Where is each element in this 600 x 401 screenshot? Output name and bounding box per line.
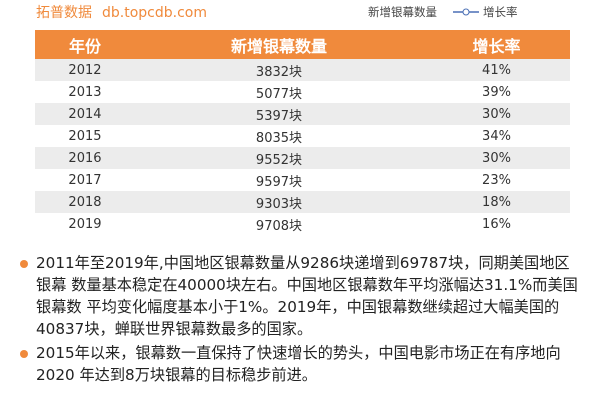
table-cell: 2014 xyxy=(35,103,135,125)
table-row: 2014 5397块 30% xyxy=(35,103,570,125)
table-cell: 9552块 xyxy=(134,147,423,169)
legend-line-icon xyxy=(453,8,479,16)
column-header: 年份 xyxy=(35,30,135,59)
table-row: 2013 5077块 39% xyxy=(35,81,570,103)
table-cell: 2013 xyxy=(68,84,102,100)
table-cell: 41% xyxy=(423,59,570,81)
table-row: 2016 9552块 30% xyxy=(35,147,570,169)
table-row: 2015 8035块 34% xyxy=(35,125,570,147)
table-cell: 5077块 xyxy=(255,86,303,102)
table-cell: 2018 xyxy=(35,191,135,213)
table-row: 2018 9303块 18% xyxy=(35,191,570,213)
table-cell: 2012 xyxy=(35,59,135,81)
table-cell: 18% xyxy=(423,191,570,213)
bullet-list: 2011年至2019年,中国地区银幕数量从9286块递增到69787块，同期美国… xyxy=(18,252,578,388)
table-cell: 3832块 xyxy=(134,59,423,81)
table-cell: 9303块 xyxy=(134,191,423,213)
column-header: 增长率 xyxy=(423,30,570,59)
data-table: 年份 新增银幕数量 增长率 2012 3832块 41% 2013 5077块 39% 2014 5… xyxy=(35,30,570,235)
table-cell: 9708块 xyxy=(255,218,303,234)
legend-item: 增长率 xyxy=(483,5,518,19)
table-cell: 30% xyxy=(423,103,570,125)
column-header: 新增银幕数量 xyxy=(134,30,423,59)
header-row: 年份 新增银幕数量 增长率 xyxy=(35,30,570,59)
table-cell: 2015 xyxy=(68,128,102,144)
table-row: 2012 3832块 41% xyxy=(35,59,570,81)
table-cell: 30% xyxy=(423,147,570,169)
table-row: 2017 9597块 23% xyxy=(35,169,570,191)
brand-name: 拓普数据 xyxy=(36,5,92,21)
table-cell: 2016 xyxy=(35,147,135,169)
table-cell: 34% xyxy=(482,128,511,144)
legend: 新增银幕数量 增长率 xyxy=(368,4,518,20)
table-cell: 16% xyxy=(482,216,511,232)
table-cell: 8035块 xyxy=(255,130,303,146)
table-cell: 39% xyxy=(482,84,511,100)
brand: 拓普数据 db.topcdb.com xyxy=(36,2,217,22)
brand-site: db.topcdb.com xyxy=(102,5,207,21)
bullet-text: 2011年至2019年,中国地区银幕数量从9286块递增到69787块，同期美国… xyxy=(18,252,578,340)
legend-item: 新增银幕数量 xyxy=(368,5,437,19)
table-cell: 5397块 xyxy=(134,103,423,125)
table-cell: 23% xyxy=(482,172,511,188)
table-cell: 2019 xyxy=(68,216,102,232)
table-row: 2019 9708块 16% xyxy=(35,213,570,235)
table-body: 2012 3832块 41% 2013 5077块 39% 2014 5397块 30% 2015… xyxy=(35,59,570,235)
table-cell: 9597块 xyxy=(255,174,303,190)
bullet-text: 2015年以来，银幕数一直保持了快速增长的势头，中国电影市场正在有序地向2020… xyxy=(18,342,578,386)
table-cell: 2017 xyxy=(68,172,102,188)
